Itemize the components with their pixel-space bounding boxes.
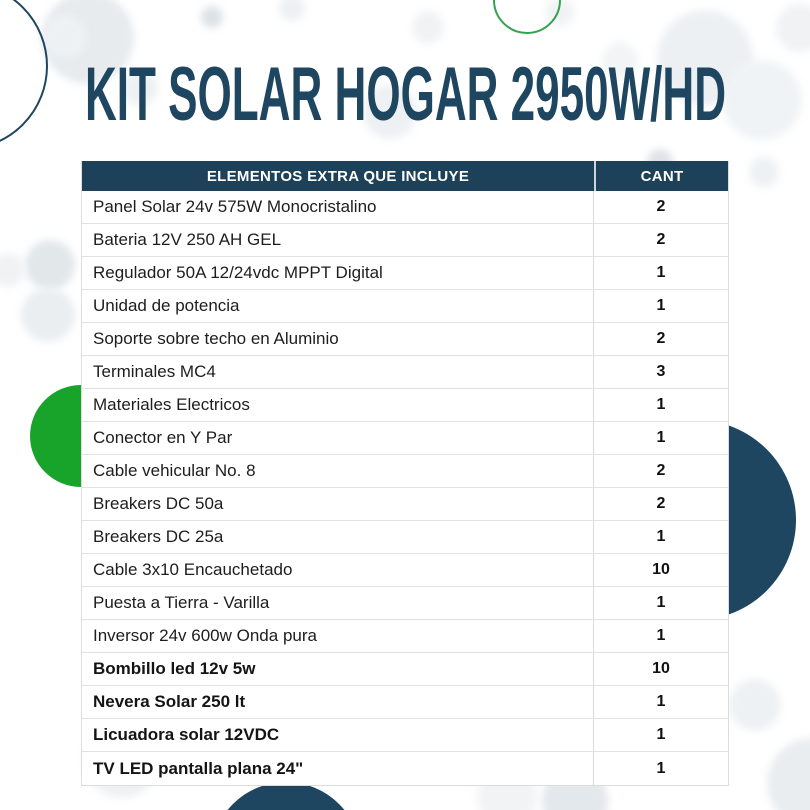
item-cell: Cable vehicular No. 8 <box>82 455 594 487</box>
title-text: KIT SOLAR HOGAR 2950W/HD <box>85 58 726 136</box>
table-row: Terminales MC4 3 <box>82 356 728 389</box>
decor-circle <box>0 253 25 287</box>
table-row: Puesta a Tierra - Varilla 1 <box>82 587 728 620</box>
table-row: Cable 3x10 Encauchetado 10 <box>82 554 728 587</box>
decor-circle <box>25 240 75 290</box>
decor-circle <box>602 42 638 78</box>
cant-cell: 1 <box>656 693 666 710</box>
decor-circle <box>201 6 223 28</box>
item-cell: Materiales Electricos <box>82 389 594 421</box>
cant-cell: 1 <box>656 726 666 743</box>
decor-circle <box>767 738 810 810</box>
table-row: Breakers DC 25a 1 <box>82 521 728 554</box>
item-cell: Breakers DC 25a <box>82 521 594 553</box>
decor-circle <box>722 60 802 140</box>
cant-cell: 2 <box>656 495 666 512</box>
item-cell: Conector en Y Par <box>82 422 594 454</box>
table-row: Unidad de potencia 1 <box>82 290 728 323</box>
navy-circle-bottom <box>211 782 361 810</box>
cant-cell: 2 <box>656 198 666 215</box>
item-cell: Soporte sobre techo en Aluminio <box>82 323 594 355</box>
cant-cell: 1 <box>656 429 666 446</box>
table-row: Materiales Electricos 1 <box>82 389 728 422</box>
item-cell: Bateria 12V 250 AH GEL <box>82 224 594 256</box>
item-cell: Terminales MC4 <box>82 356 594 388</box>
table-row: Soporte sobre techo en Aluminio 2 <box>82 323 728 356</box>
item-cell: Inversor 24v 600w Onda pura <box>82 620 594 652</box>
green-circle-outline <box>493 0 561 34</box>
cant-cell: 1 <box>656 297 666 314</box>
decor-circle <box>412 11 444 43</box>
table-body: Panel Solar 24v 575W Monocristalino 2 Ba… <box>82 191 728 785</box>
item-cell: Panel Solar 24v 575W Monocristalino <box>82 191 594 223</box>
decor-circle <box>363 85 417 139</box>
decor-circle <box>749 157 779 187</box>
item-cell: Regulador 50A 12/24vdc MPPT Digital <box>82 257 594 289</box>
cant-cell: 2 <box>656 231 666 248</box>
cant-cell: 1 <box>656 528 666 545</box>
cant-cell: 10 <box>652 660 670 677</box>
col-header-cant: CANT <box>594 161 728 191</box>
decor-circle <box>776 4 810 52</box>
cant-cell: 2 <box>656 330 666 347</box>
table-row: Nevera Solar 250 lt 1 <box>82 686 728 719</box>
table-row: Breakers DC 50a 2 <box>82 488 728 521</box>
decor-circle <box>729 679 781 731</box>
item-cell: Nevera Solar 250 lt <box>82 686 594 718</box>
item-cell: Breakers DC 50a <box>82 488 594 520</box>
cant-cell: 1 <box>656 759 666 777</box>
navy-circle-outline <box>0 0 48 150</box>
col-header-elementos: ELEMENTOS EXTRA QUE INCLUYE <box>206 167 470 185</box>
decor-circle <box>122 70 158 106</box>
item-cell: Bombillo led 12v 5w <box>82 653 594 685</box>
item-cell: Cable 3x10 Encauchetado <box>82 554 594 586</box>
item-cell: Unidad de potencia <box>82 290 594 322</box>
table-row: Cable vehicular No. 8 2 <box>82 455 728 488</box>
cant-cell: 3 <box>656 363 666 380</box>
cant-cell: 1 <box>656 396 666 413</box>
table-row: Licuadora solar 12VDC 1 <box>82 719 728 752</box>
item-cell: Puesta a Tierra - Varilla <box>82 587 594 619</box>
table-row: Inversor 24v 600w Onda pura 1 <box>82 620 728 653</box>
kit-table: ELEMENTOS EXTRA QUE INCLUYE CANT Panel S… <box>81 161 729 786</box>
decor-circle <box>43 15 87 59</box>
table-row: TV LED pantalla plana 24" 1 <box>82 752 728 785</box>
cant-cell: 2 <box>656 462 666 479</box>
decor-circle <box>21 288 75 342</box>
item-cell: TV LED pantalla plana 24" <box>82 752 594 785</box>
cant-cell: 1 <box>656 264 666 281</box>
table-row: Bombillo led 12v 5w 10 <box>82 653 728 686</box>
cant-cell: 1 <box>656 594 666 611</box>
table-row: Conector en Y Par 1 <box>82 422 728 455</box>
table-row: Panel Solar 24v 575W Monocristalino 2 <box>82 191 728 224</box>
decor-circle <box>279 0 305 21</box>
page-title: KIT SOLAR HOGAR 2950W/HD <box>81 52 729 137</box>
table-header-row: ELEMENTOS EXTRA QUE INCLUYE CANT <box>82 161 728 191</box>
table-row: Regulador 50A 12/24vdc MPPT Digital 1 <box>82 257 728 290</box>
table-row: Bateria 12V 250 AH GEL 2 <box>82 224 728 257</box>
cant-cell: 10 <box>652 561 670 578</box>
item-cell: Licuadora solar 12VDC <box>82 719 594 751</box>
cant-cell: 1 <box>656 627 666 644</box>
